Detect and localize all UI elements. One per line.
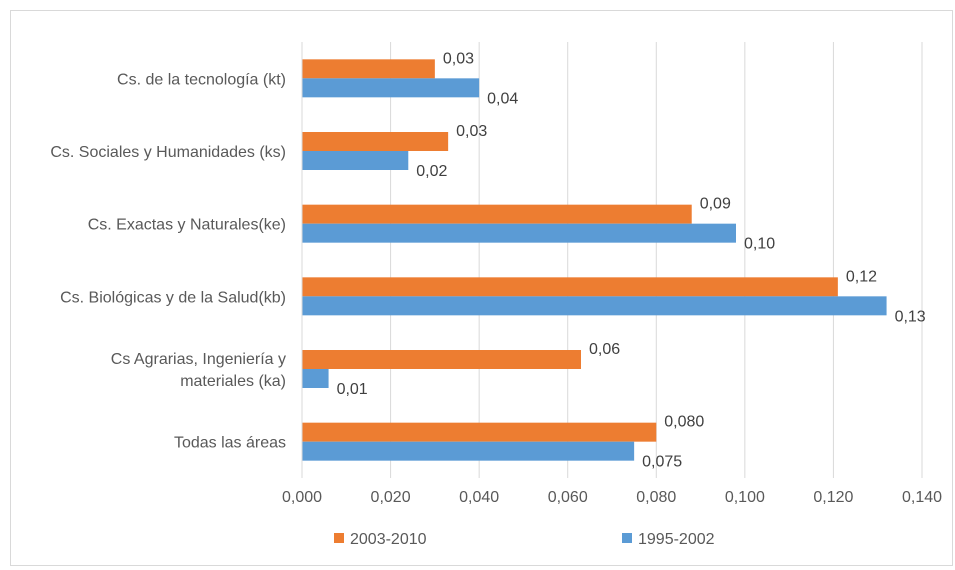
bar-19952002 — [302, 441, 635, 461]
bar-20032010 — [302, 422, 657, 442]
x-tick-label: 0,000 — [282, 489, 322, 506]
bar-20032010 — [302, 204, 692, 224]
bar-19952002 — [302, 223, 736, 243]
x-tick-label: 0,040 — [459, 489, 499, 506]
data-label: 0,06 — [589, 341, 620, 358]
data-label: 0,02 — [416, 163, 447, 180]
x-tick-label: 0,140 — [902, 489, 942, 506]
data-label: 0,080 — [664, 414, 704, 431]
category-label: Cs. Sociales y Humanidades (ks) — [50, 144, 286, 161]
category-label: Cs Agrarias, Ingeniería y — [111, 351, 286, 368]
data-label: 0,075 — [642, 454, 682, 471]
bar-19952002 — [302, 151, 409, 170]
data-label: 0,04 — [487, 90, 518, 107]
category-label: Cs. de la tecnología (kt) — [117, 71, 286, 88]
legend-swatch — [622, 533, 632, 543]
category-label: materiales (ka) — [180, 373, 286, 390]
category-label: Cs. Exactas y Naturales(ke) — [88, 217, 286, 234]
bar-19952002 — [302, 296, 887, 316]
legend-swatch — [334, 533, 344, 543]
bar-20032010 — [302, 350, 581, 369]
bar-20032010 — [302, 59, 435, 79]
data-label: 0,09 — [700, 196, 731, 213]
x-tick-label: 0,100 — [725, 489, 765, 506]
data-label: 0,01 — [337, 381, 368, 398]
bar-20032010 — [302, 132, 449, 151]
data-label: 0,12 — [846, 268, 877, 285]
data-label: 0,03 — [456, 123, 487, 140]
x-tick-label: 0,020 — [371, 489, 411, 506]
legend-label: 1995-2002 — [638, 531, 715, 548]
legend-label: 2003-2010 — [350, 531, 427, 548]
category-label: Cs. Biológicas y de la Salud(kb) — [60, 289, 286, 306]
data-label: 0,13 — [895, 308, 926, 325]
x-tick-label: 0,120 — [813, 489, 853, 506]
bar-20032010 — [302, 277, 838, 297]
x-tick-label: 0,060 — [548, 489, 588, 506]
data-label: 0,03 — [443, 50, 474, 67]
x-tick-label: 0,080 — [636, 489, 676, 506]
bar-19952002 — [302, 78, 480, 98]
category-label: Todas las áreas — [174, 435, 286, 452]
data-label: 0,10 — [744, 236, 775, 253]
bar-19952002 — [302, 369, 329, 388]
